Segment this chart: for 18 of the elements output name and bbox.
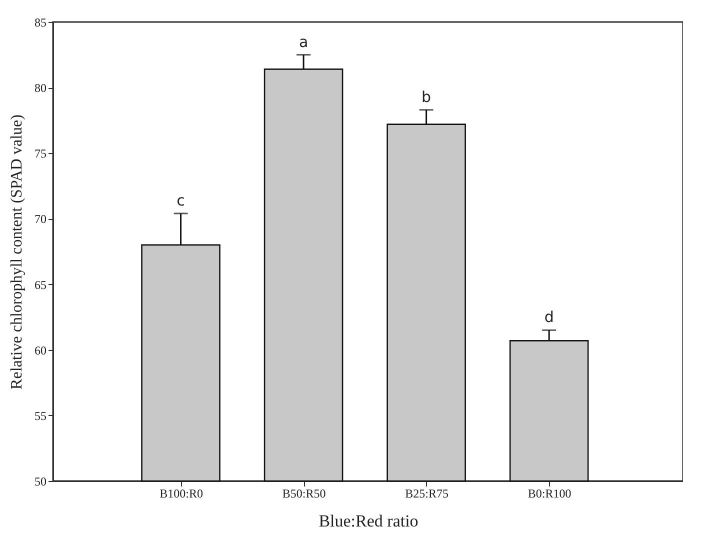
annotation: c [176,191,185,210]
y-tick-label: 70 [34,212,46,226]
annotation: a [298,32,308,51]
annotation: b [422,88,432,106]
y-tick-label: 60 [34,343,46,358]
y-tick-label: 55 [34,408,46,423]
x-axis-title: Blue:Red ratio [318,512,418,530]
y-tick-label: 65 [34,278,46,292]
x-tick-label: B25:R75 [405,486,448,500]
x-tick-label: B50:R50 [282,486,326,500]
x-tick-label: B100:R0 [160,486,203,500]
x-tick-label: B0:R100 [528,486,572,500]
annotation: d [544,308,554,326]
y-tick-label: 50 [34,474,46,488]
y-tick-label: 75 [34,146,46,161]
y-tick-label: 85 [34,16,46,30]
y-tick-label: 80 [34,81,46,96]
y-axis-title: Relative chlorophyll content (SPAD value) [8,114,26,390]
